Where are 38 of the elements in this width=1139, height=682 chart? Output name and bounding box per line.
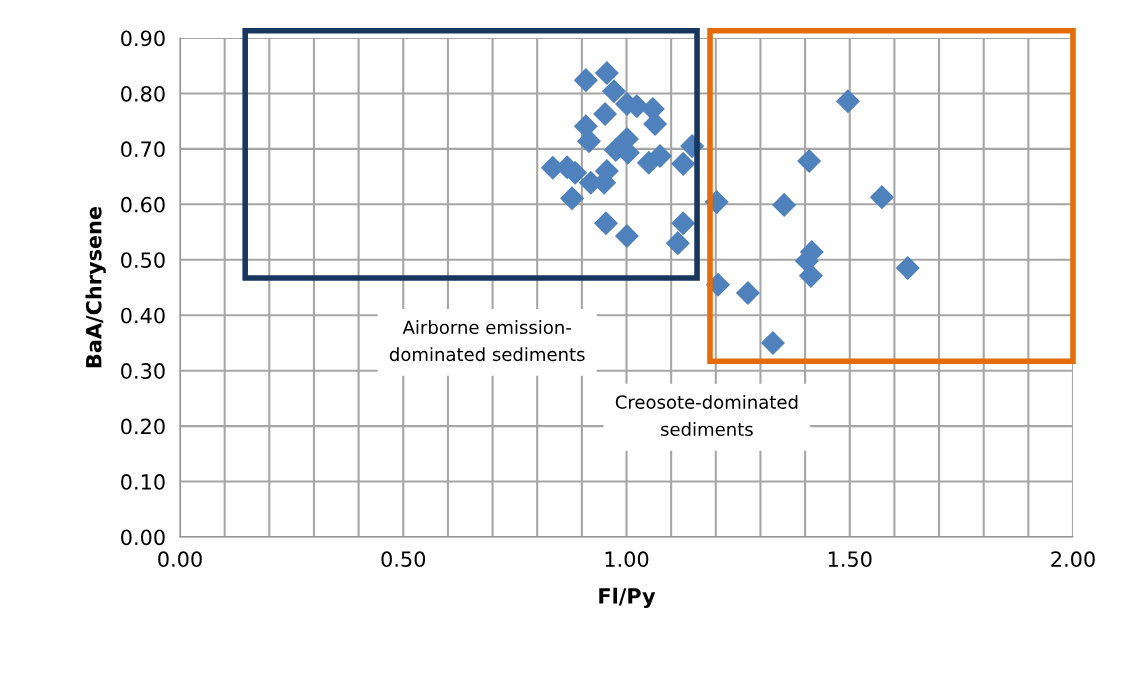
point (835, 89, 860, 114)
point (797, 149, 822, 174)
point (560, 186, 585, 211)
y-tick-label: 0.50 (121, 252, 165, 268)
point (671, 151, 696, 176)
x-tick-label: 1.50 (828, 551, 872, 568)
point (594, 60, 619, 85)
point (614, 223, 639, 248)
point (869, 185, 894, 210)
y-tick-label: 0.00 (121, 529, 165, 546)
y-tick-label: 0.10 (121, 474, 165, 490)
x-tick-label: 2.00 (1051, 551, 1095, 568)
x-tick-label: 0.50 (381, 551, 426, 568)
y-tick-label: 0.60 (121, 196, 165, 213)
point (760, 330, 785, 355)
y-tick-label: 0.30 (121, 363, 165, 379)
x-tick-label: 1.00 (605, 551, 649, 568)
y-tick-label: 0.90 (121, 30, 165, 47)
point (593, 211, 618, 236)
y-axis-title: BaA/Chrysene (85, 206, 106, 368)
annotation: Airborne emission- dominated sediments (389, 320, 585, 362)
point (895, 256, 920, 281)
y-tick-label: 0.20 (121, 418, 165, 435)
annotation: Creosote-dominated sediments (615, 394, 798, 437)
point (593, 101, 618, 126)
point (772, 192, 797, 217)
x-tick-label: 0.00 (158, 551, 202, 568)
y-tick-label: 0.40 (121, 307, 165, 324)
point (665, 231, 690, 256)
point (798, 263, 823, 288)
point (735, 281, 760, 306)
point (573, 68, 598, 93)
point (671, 211, 696, 236)
y-tick-label: 0.80 (121, 85, 165, 102)
point (576, 129, 602, 154)
x-axis-title: Fl/Py (599, 587, 656, 609)
y-tick-label: 0.70 (121, 141, 165, 158)
point (601, 79, 627, 104)
